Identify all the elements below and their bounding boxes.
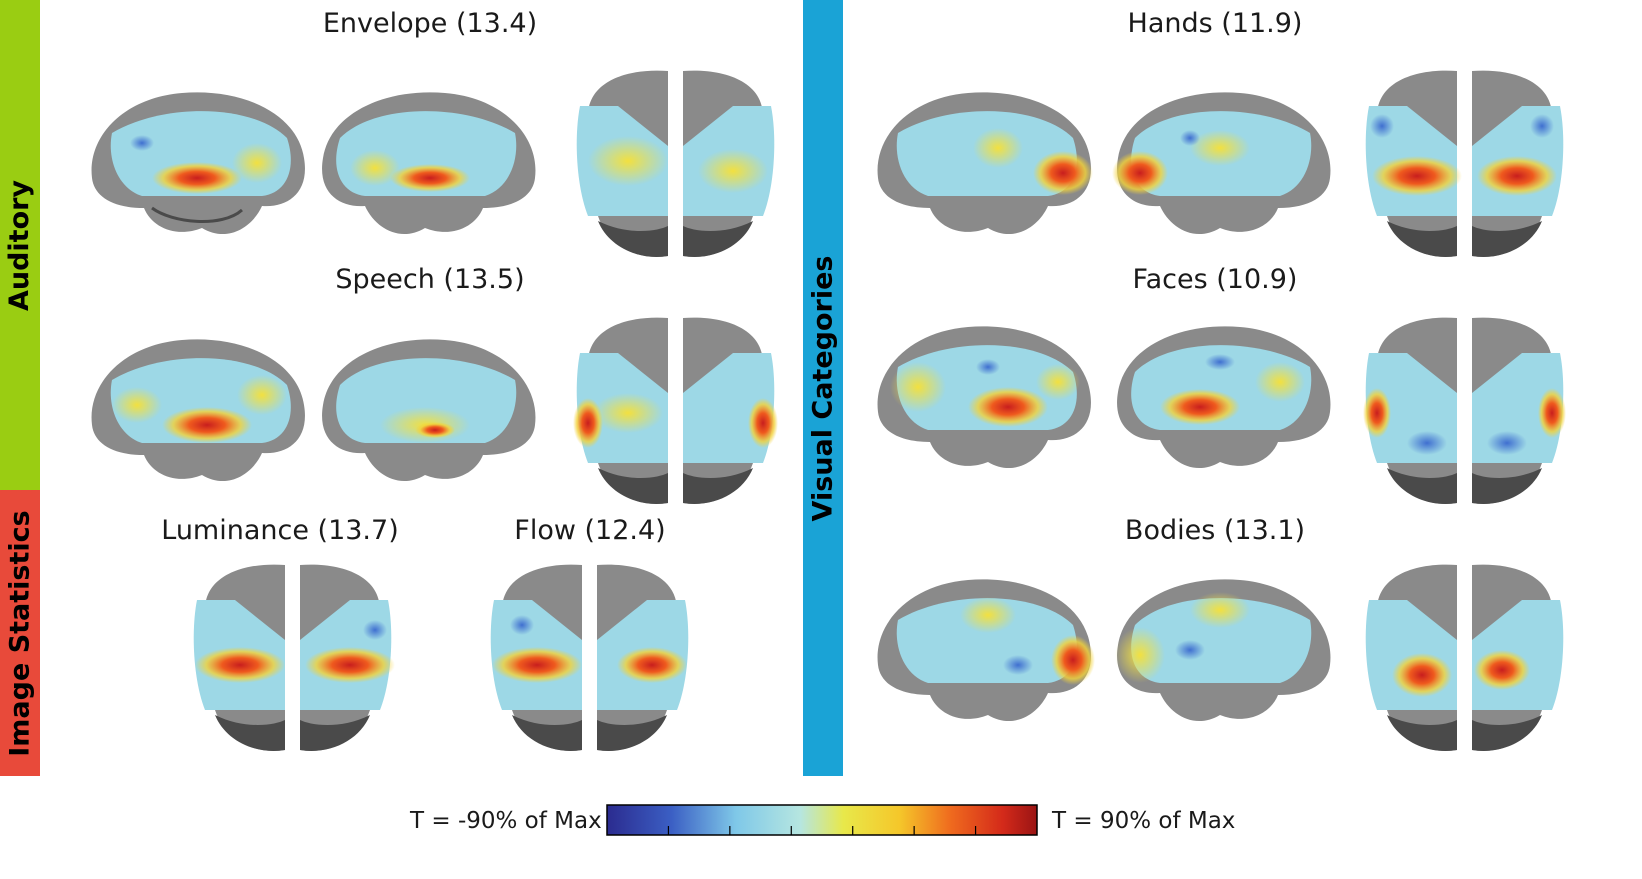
hands-posterior-brain: [1365, 70, 1564, 257]
faces-left-lateral-brain: [877, 326, 1091, 469]
envelope-posterior-brain: [576, 70, 775, 257]
envelope-right-lateral-brain: [322, 92, 536, 235]
speech-title: Speech (13.5): [335, 264, 525, 295]
bodies-right-lateral-brain: [1115, 579, 1331, 722]
faces-posterior-brain: [1363, 317, 1566, 504]
speech-posterior-brain: [573, 317, 778, 504]
image-statistics-bar: Image Statistics: [0, 490, 40, 776]
envelope-title: Envelope (13.4): [322, 8, 538, 39]
flow-title: Flow (12.4): [514, 515, 666, 546]
visual-categories-bar: Visual Categories: [803, 0, 843, 776]
image-statistics-label: Image Statistics: [4, 509, 36, 757]
colorbar-max-label: T = 90% of Max: [1052, 808, 1236, 834]
hands-title: Hands (11.9): [1127, 8, 1303, 39]
auditory-label: Auditory: [4, 179, 36, 311]
bodies-title: Bodies (13.1): [1124, 515, 1306, 546]
speech-right-lateral-brain: [322, 339, 536, 482]
hands-right-lateral-brain: [1112, 92, 1331, 235]
flow-posterior-brain: [490, 564, 689, 751]
luminance-posterior-brain: [193, 564, 395, 751]
hands-left-lateral-brain: [877, 92, 1093, 235]
colorbar: [606, 804, 1038, 836]
visual-categories-label: Visual Categories: [807, 255, 839, 521]
luminance-title: Luminance (13.7): [161, 515, 399, 546]
bodies-posterior-brain: [1365, 564, 1564, 751]
colorbar-min-label: T = -90% of Max: [410, 808, 602, 834]
envelope-left-lateral-brain: [91, 92, 305, 235]
bodies-left-lateral-brain: [877, 579, 1095, 722]
faces-title: Faces (10.9): [1132, 264, 1298, 295]
speech-left-lateral-brain: [91, 339, 305, 482]
faces-right-lateral-brain: [1117, 326, 1331, 469]
auditory-bar: Auditory: [0, 0, 40, 490]
